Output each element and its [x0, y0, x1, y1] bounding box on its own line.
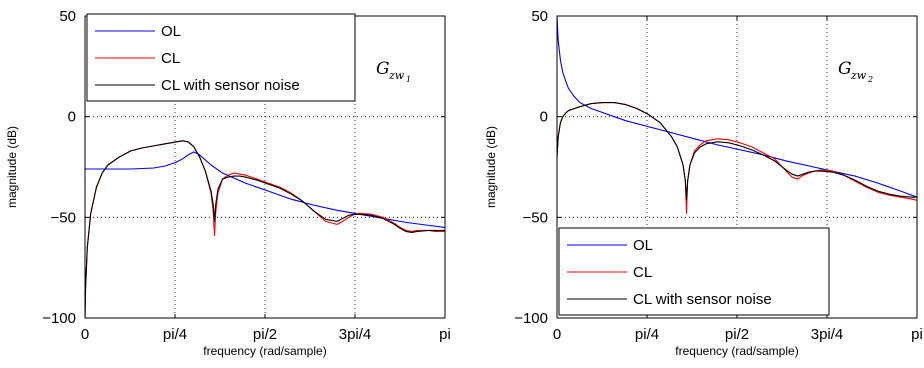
legend-label: CL with sensor noise	[161, 77, 300, 94]
legend-label: CL	[633, 264, 652, 281]
y-tick-label: 50	[531, 8, 548, 25]
x-tick-label: pi/4	[635, 326, 659, 343]
y-axis-label: magnitude (dB)	[484, 126, 498, 208]
annotation-main: G	[838, 59, 852, 79]
legend-label: CL with sensor noise	[633, 291, 772, 308]
series-line-cl-with-sensor-noise	[557, 102, 917, 200]
x-tick-label: pi	[911, 326, 923, 343]
y-tick-label: 0	[540, 109, 548, 126]
annotation-subsub: 1	[406, 75, 411, 84]
y-axis-label: magnitude (dB)	[5, 126, 19, 208]
legend: OL CL CL with sensor noise	[558, 227, 830, 316]
y-tick-label: −50	[51, 209, 76, 226]
y-tick-label: −100	[42, 310, 76, 327]
x-tick-label: pi/2	[253, 326, 277, 343]
x-tick-label: pi/2	[725, 326, 749, 343]
x-tick-label: 0	[81, 326, 89, 343]
annotation-main: G	[376, 59, 390, 79]
legend: OL CL CL with sensor noise	[86, 13, 356, 102]
y-tick-label: 0	[68, 109, 76, 126]
x-tick-label: 3pi/4	[339, 326, 372, 343]
x-tick-label: 0	[553, 326, 561, 343]
legend-label: OL	[633, 237, 653, 254]
y-tick-label: −50	[523, 209, 548, 226]
series-line-cl-with-sensor-noise	[85, 140, 445, 318]
y-tick-label: 50	[59, 8, 76, 25]
x-tick-label: pi/4	[163, 326, 187, 343]
legend-label: CL	[161, 50, 180, 67]
annotation-sub: zw	[388, 69, 405, 82]
series-line-ol	[85, 151, 445, 228]
annotation-subsub: 2	[867, 75, 873, 84]
x-axis-label: frequency (rad/sample)	[203, 344, 326, 358]
x-tick-label: 3pi/4	[811, 326, 844, 343]
x-axis-label: frequency (rad/sample)	[675, 344, 798, 358]
right-plot-gzw2: 0 pi/4 pi/2 3pi/4 pi −100 −50 0 50 frequency (rad…	[484, 8, 923, 358]
x-tick-label: pi	[439, 326, 451, 343]
left-plot-gzw1: 0 pi/4 pi/2 3pi/4 pi −100 −50 0 50 frequency (rad…	[5, 8, 451, 358]
annotation-sub: zw	[850, 69, 867, 82]
y-tick-label: −100	[514, 310, 548, 327]
legend-label: OL	[161, 23, 181, 40]
